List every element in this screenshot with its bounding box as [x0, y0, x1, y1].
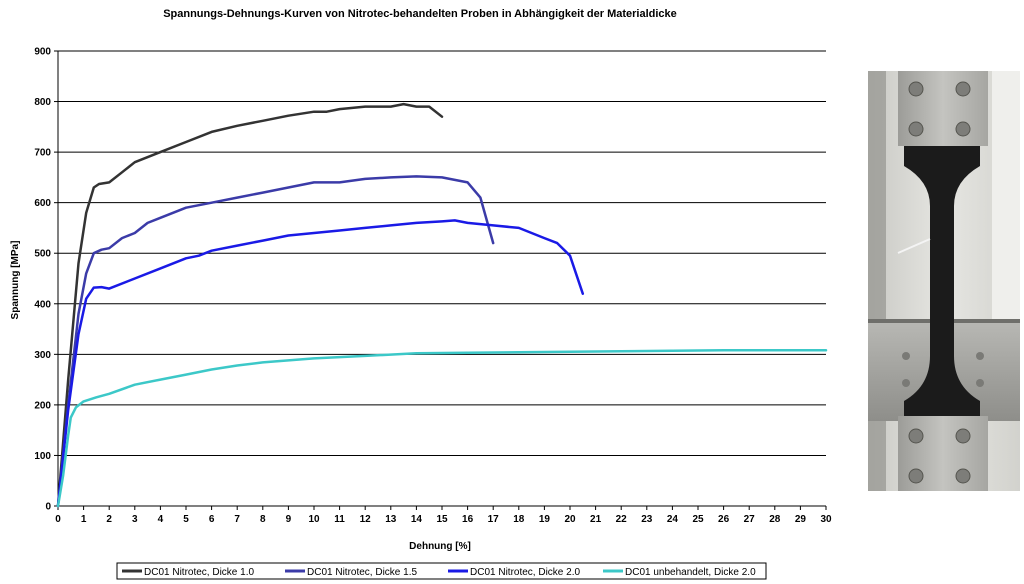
- x-tick-label: 1: [81, 514, 87, 525]
- legend-label-4: DC01 unbehandelt, Dicke 2.0: [625, 567, 756, 578]
- series-line-1: [56, 102, 444, 508]
- y-tick-label: 600: [34, 198, 51, 209]
- legend-label-1: DC01 Nitrotec, Dicke 1.0: [144, 567, 254, 578]
- y-tick-label: 300: [34, 350, 51, 361]
- x-tick-label: 19: [539, 514, 551, 525]
- x-tick-label: 9: [286, 514, 292, 525]
- legend-label-2: DC01 Nitrotec, Dicke 1.5: [307, 567, 417, 578]
- x-tick-label: 21: [590, 514, 602, 525]
- x-tick-label: 7: [234, 514, 240, 525]
- series-line-2: [56, 175, 495, 508]
- x-tick-label: 30: [820, 514, 832, 525]
- x-tick-label: 27: [744, 514, 756, 525]
- x-tick-label: 25: [692, 514, 704, 525]
- y-tick-label: 100: [34, 451, 51, 462]
- x-tick-label: 10: [308, 514, 320, 525]
- x-axis-label: Dehnung [%]: [409, 541, 471, 552]
- series-line-3: [56, 219, 585, 508]
- x-tick-label: 5: [183, 514, 189, 525]
- x-tick-label: 17: [488, 514, 500, 525]
- y-tick-label: 500: [34, 249, 51, 260]
- x-tick-label: 12: [360, 514, 372, 525]
- grid-lines: [58, 50, 826, 456]
- specimen-photo-drawing: [868, 71, 1020, 491]
- x-tick-label: 4: [158, 514, 164, 525]
- axes: [54, 50, 827, 510]
- x-tick-label: 13: [385, 514, 397, 525]
- x-tick-label: 14: [411, 514, 423, 525]
- y-tick-labels: 0 100 200 300 400 500 600 700 800 900: [34, 47, 51, 513]
- y-tick-label: 900: [34, 47, 51, 58]
- legend-label-3: DC01 Nitrotec, Dicke 2.0: [470, 567, 580, 578]
- series-line-4: [56, 349, 828, 508]
- legend-frame: [116, 562, 767, 580]
- x-tick-label: 16: [462, 514, 474, 525]
- series-lines: [56, 102, 828, 508]
- y-tick-label: 0: [45, 502, 51, 513]
- x-tick-labels: 0 1 2 3 4 5 6 7 8 9 10 11 12 13 14 15 16 17 18 19 20 21 22 23 24…: [55, 514, 832, 525]
- x-tick-label: 8: [260, 514, 266, 525]
- x-tick-label: 22: [616, 514, 628, 525]
- x-tick-label: 3: [132, 514, 138, 525]
- y-tick-label: 200: [34, 400, 51, 411]
- x-tick-label: 28: [769, 514, 781, 525]
- x-tick-label: 29: [795, 514, 807, 525]
- x-tick-label: 2: [106, 514, 112, 525]
- y-axis-label: Spannung [MPa]: [10, 241, 21, 320]
- x-tick-label: 20: [564, 514, 576, 525]
- x-tick-label: 15: [436, 514, 448, 525]
- y-tick-label: 400: [34, 299, 51, 310]
- x-tick-label: 26: [718, 514, 730, 525]
- specimen-photo: [868, 71, 1020, 491]
- x-tick-label: 11: [334, 514, 345, 525]
- x-tick-label: 24: [667, 514, 679, 525]
- y-tick-label: 700: [34, 148, 51, 159]
- x-tick-label: 6: [209, 514, 215, 525]
- x-tick-label: 23: [641, 514, 653, 525]
- x-tick-label: 18: [513, 514, 525, 525]
- y-tick-label: 800: [34, 97, 51, 108]
- x-tick-label: 0: [55, 514, 61, 525]
- chart-title: Spannungs-Dehnungs-Kurven von Nitrotec-b…: [163, 8, 677, 20]
- legend: DC01 Nitrotec, Dicke 1.0 DC01 Nitrotec, D…: [116, 562, 767, 580]
